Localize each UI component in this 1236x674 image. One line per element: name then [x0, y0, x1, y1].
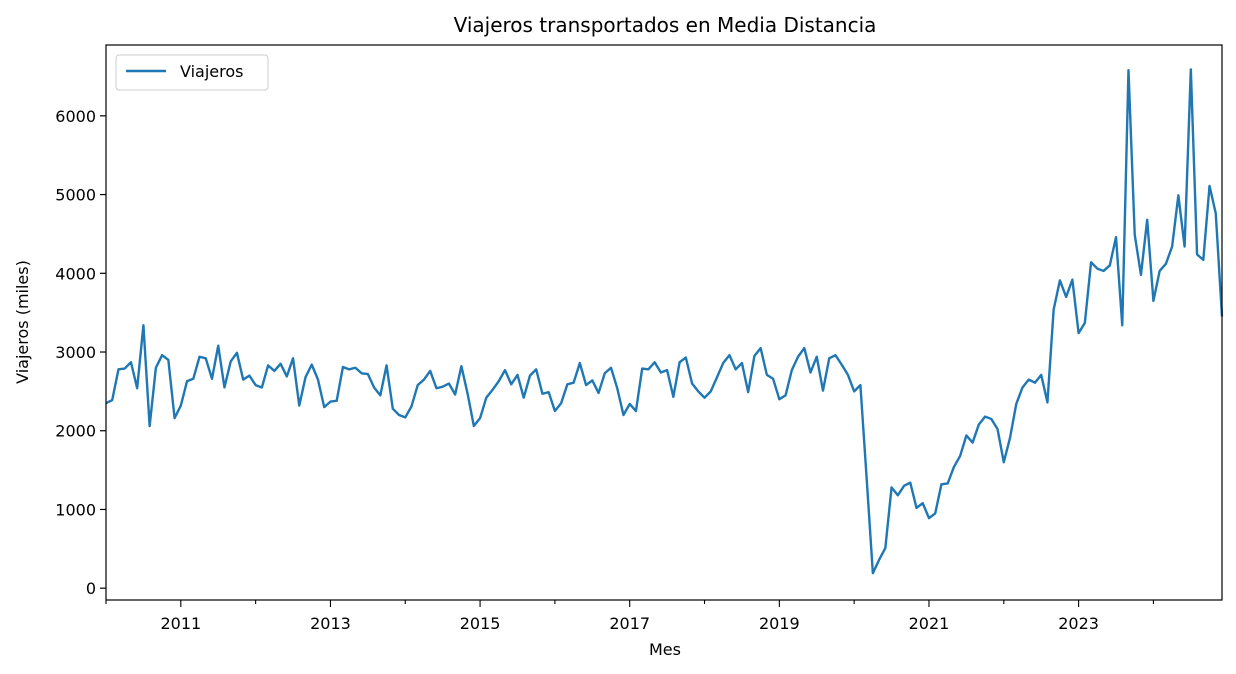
series-line-viajeros — [105, 68, 1224, 575]
x-tick-label-2021: 2021 — [909, 614, 950, 633]
x-tick-label-2013: 2013 — [310, 614, 351, 633]
x-tick-label-2019: 2019 — [759, 614, 800, 633]
chart-title: Viajeros transportados en Media Distanci… — [454, 13, 877, 37]
plot-area-frame — [105, 44, 1223, 601]
y-tick-label-2000: 2000 — [55, 422, 96, 441]
y-axis: 0 1000 2000 3000 4000 5000 6000 — [55, 107, 106, 598]
x-tick-label-2023: 2023 — [1058, 614, 1099, 633]
x-tick-label-2011: 2011 — [160, 614, 201, 633]
y-axis-label: Viajeros (miles) — [13, 260, 32, 384]
y-tick-label-6000: 6000 — [55, 107, 96, 126]
y-tick-label-4000: 4000 — [55, 264, 96, 283]
y-tick-label-1000: 1000 — [55, 500, 96, 519]
y-tick-label-0: 0 — [86, 579, 96, 598]
legend-label-viajeros: Viajeros — [180, 62, 243, 81]
legend-box — [115, 54, 269, 91]
y-tick-label-5000: 5000 — [55, 186, 96, 205]
x-tick-label-2015: 2015 — [460, 614, 501, 633]
x-axis-label: Mes — [649, 640, 681, 659]
legend: Viajeros — [115, 54, 269, 91]
y-tick-label-3000: 3000 — [55, 343, 96, 362]
x-tick-label-2017: 2017 — [609, 614, 650, 633]
x-axis: 2011 2013 2015 2017 2019 2021 2023 — [105, 600, 1154, 633]
